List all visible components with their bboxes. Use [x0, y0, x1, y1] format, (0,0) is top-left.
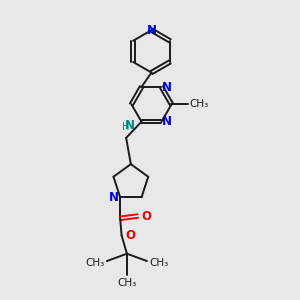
Text: N: N: [109, 191, 119, 204]
Text: CH₃: CH₃: [117, 278, 136, 288]
Text: O: O: [142, 209, 152, 223]
Text: O: O: [125, 229, 135, 242]
Text: N: N: [162, 115, 172, 128]
Text: CH₃: CH₃: [189, 99, 208, 110]
Text: CH₃: CH₃: [85, 257, 104, 268]
Text: N: N: [162, 80, 172, 94]
Text: N: N: [124, 119, 134, 132]
Text: N: N: [146, 24, 157, 37]
Text: CH₃: CH₃: [149, 257, 169, 268]
Text: H: H: [122, 122, 129, 132]
